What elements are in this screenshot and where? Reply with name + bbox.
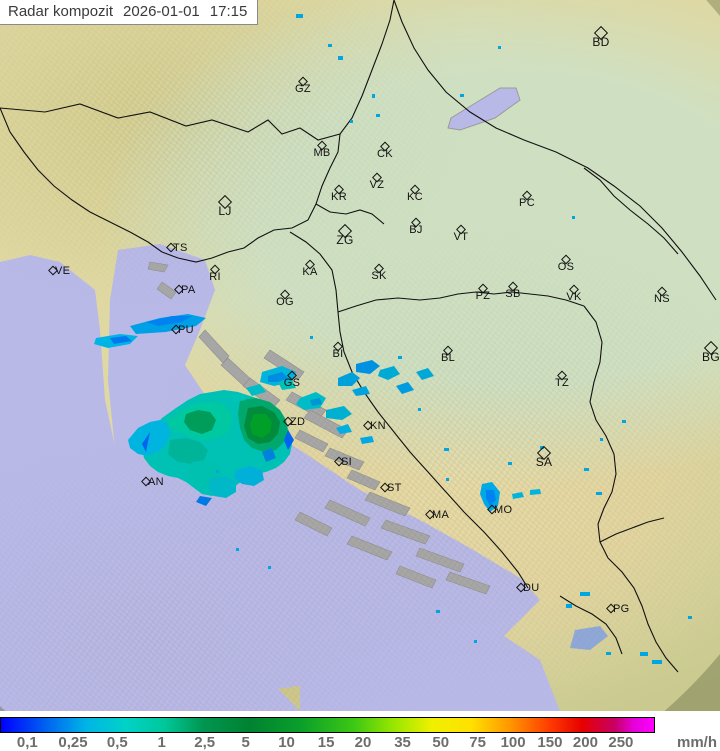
- legend-tick-35: 35: [394, 734, 411, 751]
- city-label: LJ: [218, 204, 232, 218]
- city-label: PG: [613, 603, 630, 615]
- city-label: CK: [377, 148, 393, 160]
- legend-tick-20: 20: [354, 734, 372, 751]
- city-label: SI: [341, 456, 352, 468]
- city-label: MA: [432, 509, 450, 521]
- city-label: KR: [331, 191, 347, 203]
- legend-tick-10: 10: [278, 734, 295, 751]
- legend-tick-15: 15: [317, 734, 335, 751]
- legend-tick-100: 100: [500, 734, 526, 751]
- city-label: PU: [178, 324, 194, 336]
- city-label: ZG: [336, 233, 354, 247]
- country-borders: [0, 0, 717, 673]
- legend-tick-0-1: 0,1: [16, 734, 38, 751]
- city-label: DU: [523, 582, 540, 594]
- city-label: VE: [55, 265, 71, 277]
- legend-tick-200: 200: [572, 734, 598, 751]
- legend-tick-labels: 0,1 0,25 0,5 1 2,5 5 10 15 20 35 50 75 100 150 200 250: [0, 735, 720, 751]
- city-label: VZ: [369, 179, 385, 191]
- city-label: BG: [702, 350, 720, 364]
- legend-tick-150: 150: [537, 734, 563, 751]
- city-label: ZD: [290, 416, 306, 428]
- city-label: SB: [505, 288, 521, 300]
- radar-map[interactable]: BD GZ MB CK VZ KR KC LJ PC BJ ZG VT TS OS VE RI KA SK PZ SB…: [0, 0, 720, 711]
- city-label: OG: [276, 296, 294, 308]
- city-label: BL: [440, 352, 456, 364]
- legend-tick-50: 50: [432, 734, 450, 751]
- city-label: BD: [592, 35, 610, 49]
- city-label: NS: [654, 293, 670, 305]
- city-label: GS: [283, 377, 301, 389]
- legend-tick-5: 5: [241, 734, 250, 751]
- city-label: PC: [519, 197, 535, 209]
- islands-layer: [147, 261, 491, 595]
- city-label: MO: [494, 504, 513, 516]
- time-label: 17:15: [209, 3, 248, 20]
- city-label: SK: [371, 270, 387, 282]
- city-label: PA: [181, 284, 196, 296]
- coverage-mask: [0, 0, 720, 711]
- city-label: VT: [453, 231, 469, 243]
- city-label: OS: [557, 261, 575, 273]
- city-label: TZ: [554, 377, 570, 389]
- title-bar: Radar kompozit 2026-01-01 17:15: [0, 0, 259, 25]
- city-label: ST: [387, 482, 402, 494]
- city-label: PZ: [475, 290, 491, 302]
- date-label: 2026-01-01: [123, 3, 200, 20]
- legend-tick-1: 1: [157, 734, 166, 751]
- city-label: MB: [313, 147, 331, 159]
- city-label: SA: [535, 455, 553, 469]
- legend-tick-0-5: 0,5: [106, 734, 128, 751]
- legend-unit-label: mm/h: [676, 734, 717, 751]
- city-label: GZ: [295, 83, 311, 95]
- city-label: KN: [370, 420, 386, 432]
- city-label: RI: [209, 271, 221, 283]
- city-label: KC: [407, 191, 423, 203]
- legend-tick-0-25: 0,25: [58, 734, 88, 751]
- terrain-shading: [0, 0, 720, 711]
- precipitation-legend: 0,1 0,25 0,5 1 2,5 5 10 15 20 35 50 75 100 150 200 250 …: [0, 711, 720, 751]
- city-label: AN: [148, 476, 164, 488]
- city-label: VK: [566, 291, 582, 303]
- legend-tick-250: 250: [608, 734, 634, 751]
- legend-tick-2-5: 2,5: [194, 734, 216, 751]
- legend-color-bar: [0, 717, 655, 733]
- product-label: Radar kompozit: [8, 3, 114, 20]
- legend-tick-75: 75: [469, 734, 486, 751]
- radar-echo-layer: [94, 14, 692, 664]
- city-label: BI: [332, 348, 344, 360]
- city-label: KA: [302, 266, 318, 278]
- city-label: TS: [173, 242, 188, 254]
- city-label: BJ: [409, 224, 423, 236]
